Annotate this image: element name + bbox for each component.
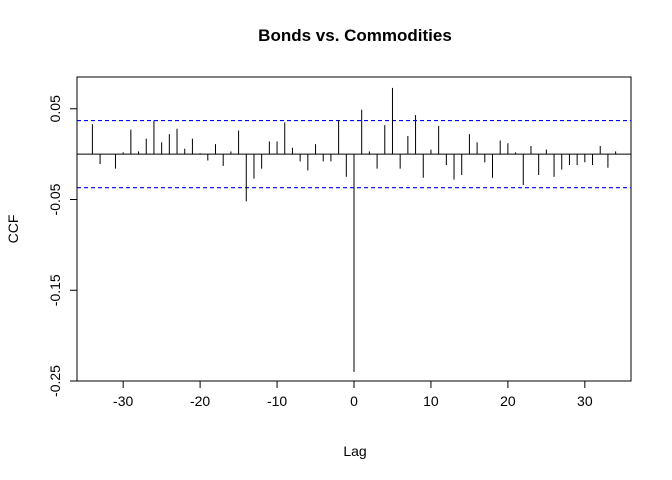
x-axis: -30 -20 -10 0 10 20 30 xyxy=(113,380,593,409)
y-tick-label: -0.15 xyxy=(47,274,63,306)
y-tick-label: -0.25 xyxy=(47,365,63,397)
ccf-bars xyxy=(91,87,617,372)
y-tick-label: -0.05 xyxy=(47,183,63,215)
chart-title: Bonds vs. Commodities xyxy=(258,26,452,45)
x-tick-label: 0 xyxy=(350,393,358,409)
x-tick-label: -30 xyxy=(113,393,133,409)
x-axis-label: Lag xyxy=(343,443,366,459)
y-axis: 0.05 -0.05 -0.15 -0.25 xyxy=(47,95,78,397)
y-axis-label: CCF xyxy=(5,215,21,244)
y-tick-label: 0.05 xyxy=(47,95,63,122)
x-tick-label: -10 xyxy=(267,393,287,409)
x-tick-label: 20 xyxy=(500,393,516,409)
x-tick-label: -20 xyxy=(190,393,210,409)
x-tick-label: 10 xyxy=(423,393,439,409)
x-tick-label: 30 xyxy=(577,393,593,409)
